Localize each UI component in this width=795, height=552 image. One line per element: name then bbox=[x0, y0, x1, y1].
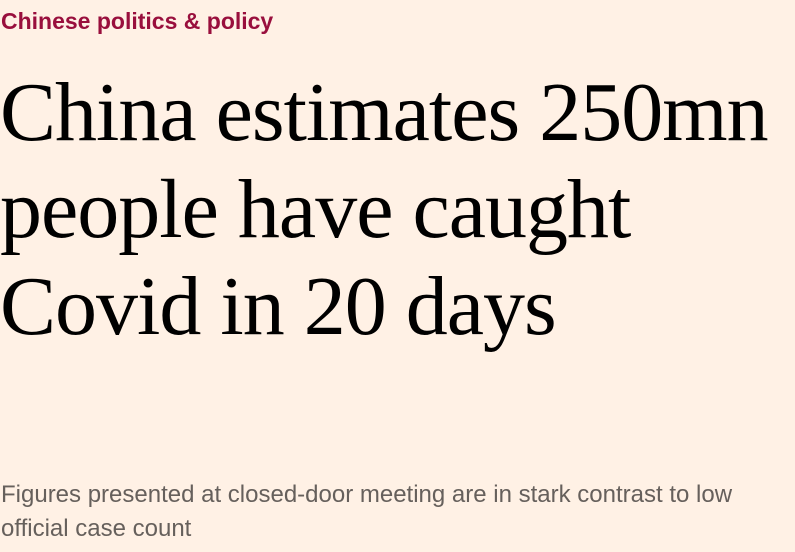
standfirst: Figures presented at closed-door meeting… bbox=[1, 481, 733, 542]
headline: China estimates 250mn people have caught… bbox=[0, 66, 769, 353]
topic-link[interactable]: Chinese politics & policy bbox=[1, 8, 274, 34]
